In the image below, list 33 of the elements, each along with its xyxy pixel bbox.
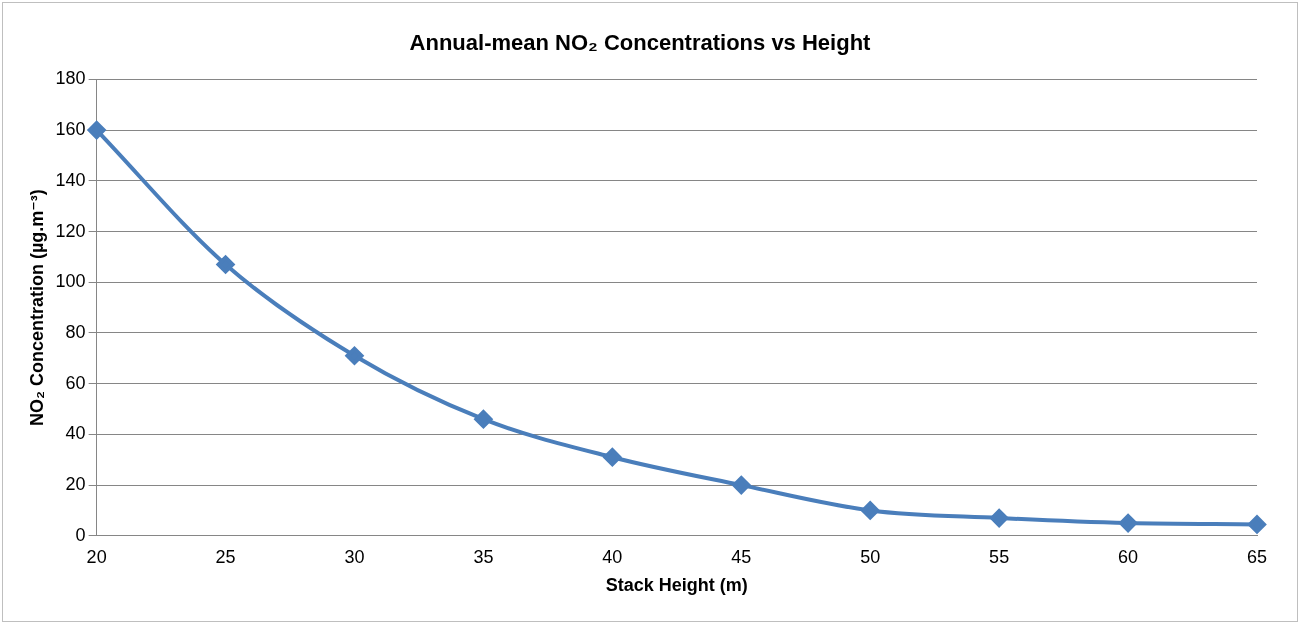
- y-tick-label: 80: [65, 321, 86, 342]
- y-tick-label: 160: [55, 119, 86, 140]
- y-axis-title: NO₂ Concentration (µg.m⁻³): [26, 189, 47, 427]
- x-tick-label: 20: [86, 546, 107, 567]
- x-tick-label: 55: [989, 546, 1010, 567]
- point: [345, 346, 364, 365]
- x-tick-label: 45: [731, 546, 752, 567]
- x-tick-label: 50: [860, 546, 881, 567]
- x-tick-label: 35: [473, 546, 494, 567]
- point: [603, 448, 622, 467]
- x-tick-label: 25: [215, 546, 236, 567]
- chart-title: Annual-mean NO₂ Concentrations vs Height: [409, 30, 872, 56]
- y-tick-label: 120: [55, 220, 86, 241]
- point: [1248, 515, 1266, 534]
- y-tick-label: 100: [55, 271, 86, 292]
- x-tick-label: 60: [1118, 546, 1139, 567]
- y-tick-label: 180: [55, 68, 86, 89]
- point: [1119, 514, 1138, 533]
- y-tick-label: 20: [65, 474, 86, 495]
- x-tick-label: 30: [344, 546, 365, 567]
- y-tick-label: 0: [75, 524, 86, 545]
- x-tick-label: 65: [1246, 546, 1268, 567]
- point: [474, 410, 493, 429]
- x-axis-title: Stack Height (m): [605, 575, 748, 596]
- x-tick-label: 40: [602, 546, 623, 567]
- y-tick-label: 60: [65, 372, 86, 393]
- point: [216, 255, 235, 274]
- y-tick-label: 140: [55, 169, 86, 190]
- point: [990, 509, 1009, 528]
- point: [732, 476, 751, 495]
- point: [861, 501, 880, 520]
- y-tick-label: 40: [65, 423, 86, 444]
- point: [87, 121, 106, 140]
